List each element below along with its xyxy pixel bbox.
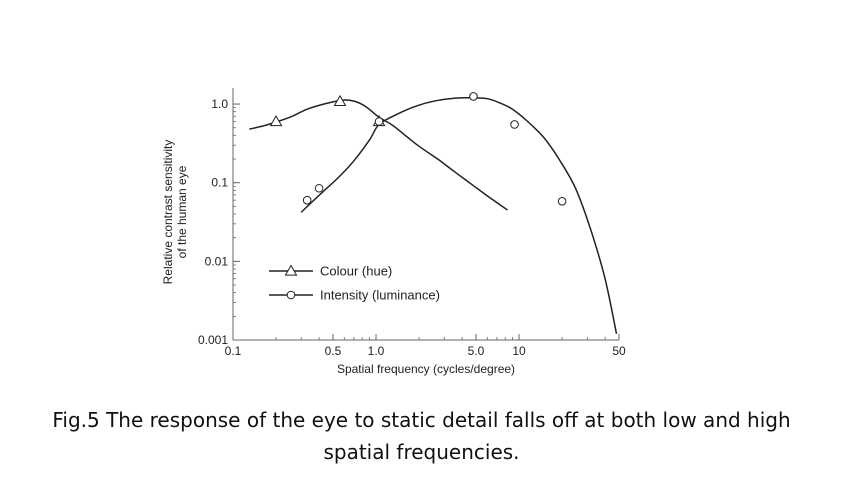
circle-marker [374, 117, 384, 126]
legend-label: Intensity (luminance) [320, 288, 440, 303]
caption-line-2: spatial frequencies. [323, 440, 520, 464]
x-tick-label: 5.0 [468, 344, 485, 358]
x-tick-label: 50 [612, 344, 626, 358]
y-tick-label: 0.001 [198, 333, 228, 347]
x-axis-title: Spatial frequency (cycles/degree) [337, 362, 515, 376]
legend-label: Colour (hue) [320, 264, 392, 279]
y-axis-title-line-2: of the human eye [175, 165, 189, 258]
axes: 0.1 0.5 1.0 5.0 10 50 0.001 0.01 0.1 1.0 [198, 88, 626, 358]
circle-marker [302, 195, 312, 205]
chart: 0.1 0.5 1.0 5.0 10 50 0.001 0.01 0.1 1.0 Colour (… [161, 88, 626, 376]
circle-marker [510, 120, 519, 129]
caption-line-1: Fig.5 The response of the eye to static … [52, 408, 791, 432]
triangle-marker [269, 114, 283, 127]
x-tick-label: 1.0 [368, 344, 385, 358]
legend-circle-marker [286, 290, 296, 300]
x-tick-label: 0.5 [325, 344, 342, 358]
x-tick-label: 0.1 [225, 344, 242, 358]
series-intensity-luminance [300, 92, 618, 334]
legend-item-colour-hue: Colour (hue) [269, 264, 392, 279]
series-colour-hue [249, 94, 508, 211]
circle-marker [314, 183, 324, 193]
legend-item-intensity-luminance: Intensity (luminance) [269, 288, 440, 303]
figure-caption: Fig.5 The response of the eye to static … [0, 404, 843, 468]
legend-triangle-marker [284, 264, 298, 276]
y-tick-label: 0.1 [211, 176, 228, 190]
circle-marker [469, 92, 478, 101]
series-line [300, 96, 618, 334]
y-axis-title: Relative contrast sensitivity of the hum… [161, 140, 189, 285]
triangle-marker [333, 94, 347, 107]
y-tick-label: 1.0 [211, 97, 228, 111]
legend: Colour (hue) Intensity (luminance) [269, 264, 440, 303]
y-tick-label: 0.01 [205, 254, 229, 268]
circle-marker [557, 197, 567, 206]
series-layer [249, 92, 618, 334]
y-axis-title-line-1: Relative contrast sensitivity [161, 140, 175, 285]
x-tick-label: 10 [512, 344, 526, 358]
